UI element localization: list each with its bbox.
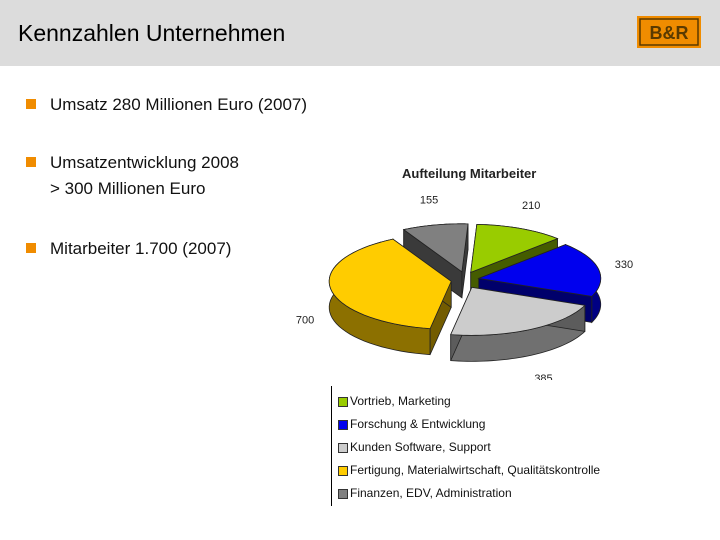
slide-header: Kennzahlen Unternehmen B&R	[0, 0, 720, 66]
pie-value-label: 385	[534, 373, 552, 380]
chart-title: Aufteilung Mitarbeiter	[402, 166, 537, 181]
pie-value-label: 330	[615, 259, 633, 271]
legend-label: Forschung & Entwicklung	[350, 417, 486, 431]
pie-slice	[328, 238, 452, 356]
legend-label: Finanzen, EDV, Administration	[350, 486, 512, 500]
pie-value-label: 210	[522, 200, 540, 212]
legend-label: Fertigung, Materialwirtschaft, Qualitäts…	[350, 463, 601, 477]
bullet-square-icon	[26, 243, 36, 253]
bullet-text-continuation: > 300 Millionen Euro	[50, 179, 206, 198]
br-logo: B&R	[637, 16, 701, 48]
pie-slice-top	[470, 223, 559, 273]
bullet-square-icon	[26, 99, 36, 109]
legend-swatch	[338, 397, 348, 407]
bullet-square-icon	[26, 157, 36, 167]
bullet-list: Umsatz 280 Millionen Euro (2007) Umsatze…	[26, 0, 386, 300]
bullet-item: Umsatz 280 Millionen Euro (2007)	[26, 92, 366, 118]
bullet-item: Umsatzentwicklung 2008 > 300 Millionen E…	[26, 150, 366, 202]
legend-swatch	[338, 466, 348, 476]
bullet-item: Mitarbeiter 1.700 (2007)	[26, 236, 366, 262]
legend-swatch	[338, 443, 348, 453]
legend-swatch	[338, 489, 348, 499]
pie-slice-top	[450, 286, 586, 336]
pie-value-label: 700	[296, 314, 314, 326]
chart-legend: Vortrieb, Marketing Forschung & Entwickl…	[331, 386, 661, 508]
bullet-text: Mitarbeiter 1.700 (2007)	[50, 239, 232, 258]
pie-slice-top	[477, 244, 602, 297]
bullet-text: Umsatz 280 Millionen Euro (2007)	[50, 95, 308, 114]
legend-swatch	[338, 420, 348, 430]
pie-value-label: 155	[420, 195, 438, 207]
legend-label: Vortrieb, Marketing	[350, 394, 451, 408]
logo-background	[637, 16, 701, 48]
legend-label: Kunden Software, Support	[350, 440, 491, 454]
slide-title: Kennzahlen Unternehmen	[18, 20, 286, 46]
legend-axis-line	[331, 386, 332, 506]
pie-slice-top	[402, 223, 469, 273]
logo-border	[639, 18, 699, 46]
pie-slice-top	[328, 238, 452, 330]
pie-chart: 210 330 385 700 155	[296, 195, 633, 380]
bullet-text: Umsatzentwicklung 2008	[50, 153, 239, 172]
logo-text: B&R	[650, 23, 689, 43]
pie-slice	[450, 286, 586, 362]
